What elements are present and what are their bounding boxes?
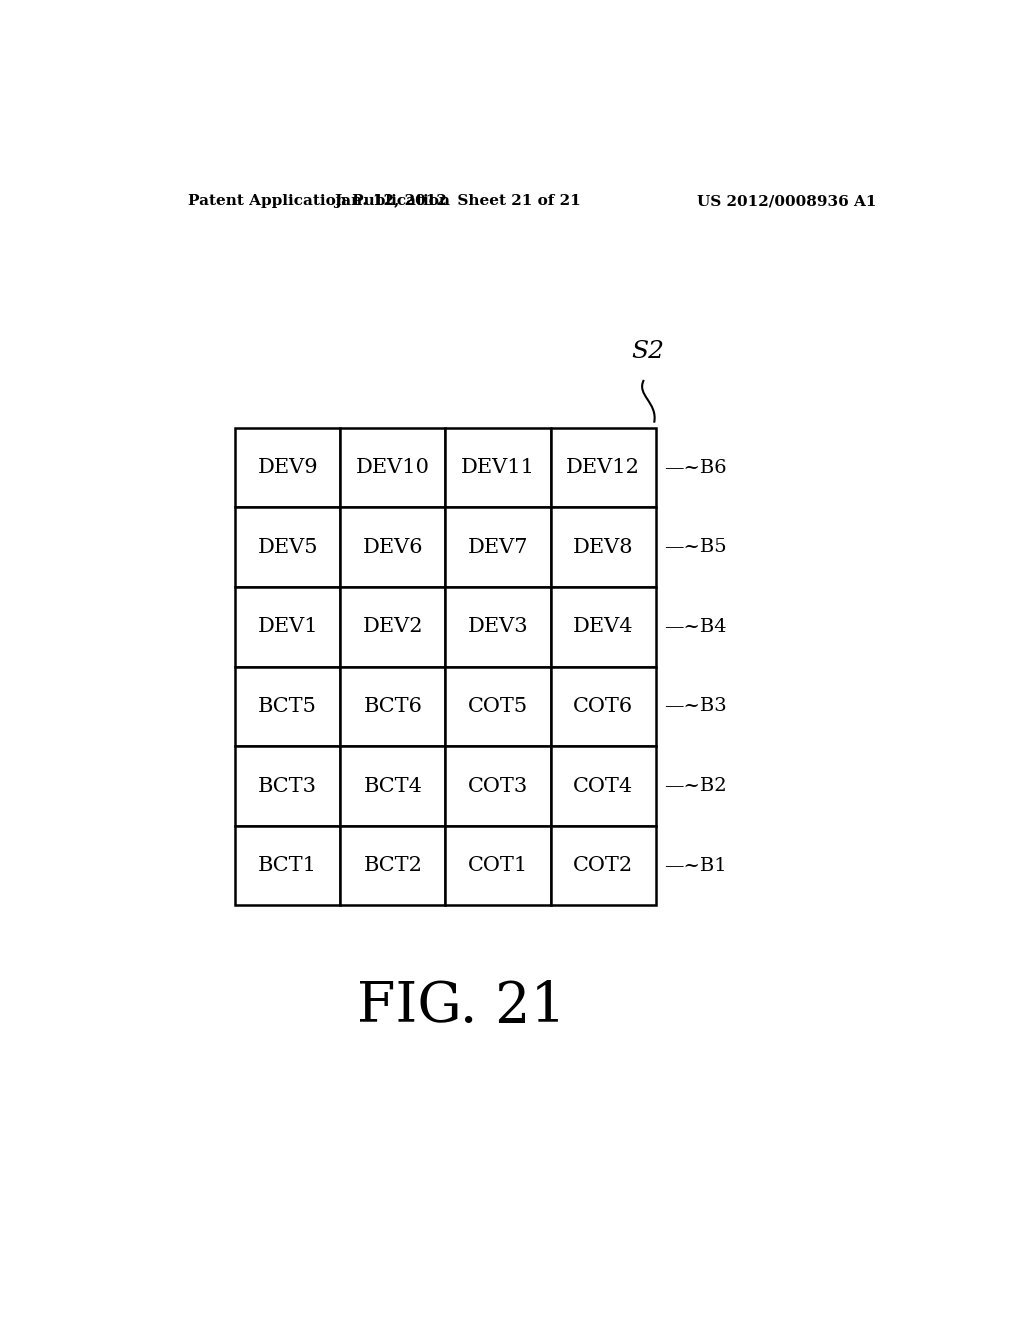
Text: BCT2: BCT2: [364, 857, 422, 875]
Text: —~B1: —~B1: [664, 857, 726, 875]
Text: Jan. 12, 2012  Sheet 21 of 21: Jan. 12, 2012 Sheet 21 of 21: [334, 194, 581, 209]
Text: —~B3: —~B3: [664, 697, 726, 715]
Bar: [445, 587, 551, 667]
Bar: [551, 746, 655, 826]
Bar: [236, 667, 340, 746]
Text: DEV3: DEV3: [468, 618, 528, 636]
Text: COT3: COT3: [468, 776, 528, 796]
Text: COT2: COT2: [573, 857, 633, 875]
Bar: [340, 507, 445, 587]
Text: COT1: COT1: [468, 857, 528, 875]
Bar: [551, 507, 655, 587]
Bar: [445, 667, 551, 746]
Text: DEV6: DEV6: [362, 537, 423, 557]
Text: DEV5: DEV5: [257, 537, 318, 557]
Bar: [551, 428, 655, 507]
Bar: [551, 826, 655, 906]
Text: —~B6: —~B6: [664, 458, 726, 477]
Text: BCT5: BCT5: [258, 697, 317, 715]
Text: BCT3: BCT3: [258, 776, 317, 796]
Text: BCT4: BCT4: [364, 776, 422, 796]
Bar: [340, 587, 445, 667]
Text: DEV12: DEV12: [566, 458, 640, 477]
Text: DEV7: DEV7: [468, 537, 528, 557]
Bar: [445, 746, 551, 826]
Bar: [445, 428, 551, 507]
Text: —~B2: —~B2: [664, 777, 726, 795]
Text: DEV9: DEV9: [257, 458, 318, 477]
Text: DEV10: DEV10: [356, 458, 430, 477]
Bar: [551, 667, 655, 746]
Bar: [340, 746, 445, 826]
Bar: [445, 507, 551, 587]
Bar: [236, 826, 340, 906]
Bar: [340, 826, 445, 906]
Text: Patent Application Publication: Patent Application Publication: [187, 194, 450, 209]
Text: DEV8: DEV8: [572, 537, 634, 557]
Text: BCT6: BCT6: [364, 697, 422, 715]
Bar: [340, 667, 445, 746]
Text: DEV2: DEV2: [362, 618, 423, 636]
Text: US 2012/0008936 A1: US 2012/0008936 A1: [697, 194, 877, 209]
Text: DEV4: DEV4: [572, 618, 634, 636]
Bar: [236, 587, 340, 667]
Bar: [445, 826, 551, 906]
Bar: [236, 428, 340, 507]
Text: S2: S2: [632, 341, 665, 363]
Bar: [236, 507, 340, 587]
Text: —~B5: —~B5: [664, 539, 726, 556]
Bar: [236, 746, 340, 826]
Text: DEV1: DEV1: [257, 618, 318, 636]
Text: COT4: COT4: [573, 776, 633, 796]
Text: COT5: COT5: [468, 697, 528, 715]
Text: —~B4: —~B4: [664, 618, 726, 636]
Text: FIG. 21: FIG. 21: [357, 979, 565, 1035]
Text: COT6: COT6: [573, 697, 633, 715]
Bar: [340, 428, 445, 507]
Bar: [551, 587, 655, 667]
Text: BCT1: BCT1: [258, 857, 317, 875]
Text: DEV11: DEV11: [461, 458, 535, 477]
